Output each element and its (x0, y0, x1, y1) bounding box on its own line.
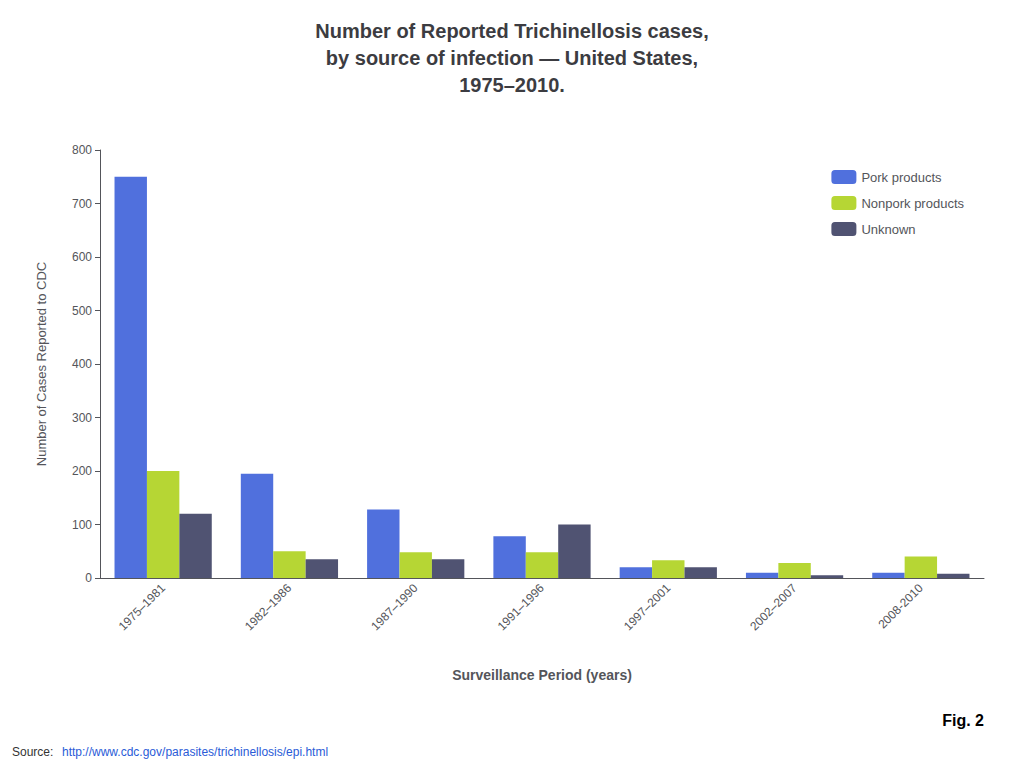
svg-text:600: 600 (72, 250, 92, 264)
svg-text:Fig. 2: Fig. 2 (942, 712, 984, 729)
svg-text:400: 400 (72, 357, 92, 371)
svg-text:2002–2007: 2002–2007 (747, 581, 800, 634)
svg-text:1982–1986: 1982–1986 (242, 581, 295, 634)
svg-text:Nonpork products: Nonpork products (861, 196, 964, 211)
svg-text:1997–2001: 1997–2001 (621, 581, 674, 634)
svg-text:1987–1990: 1987–1990 (368, 581, 421, 634)
svg-text:800: 800 (72, 143, 92, 157)
svg-text:100: 100 (72, 518, 92, 532)
svg-text:200: 200 (72, 464, 92, 478)
svg-text:http://www.cdc.gov/parasites/t: http://www.cdc.gov/parasites/trichinello… (62, 745, 328, 759)
svg-text:500: 500 (72, 304, 92, 318)
svg-text:by source of infection — Unite: by source of infection — United States, (326, 47, 698, 69)
svg-text:300: 300 (72, 411, 92, 425)
svg-text:Number of Cases Reported to CD: Number of Cases Reported to CDC (34, 262, 49, 466)
svg-text:Number of Reported Trichinello: Number of Reported Trichinellosis cases, (315, 20, 708, 42)
svg-text:Source:: Source: (12, 745, 53, 759)
svg-text:Surveillance Period (years): Surveillance Period (years) (452, 667, 632, 683)
svg-text:0: 0 (85, 571, 92, 585)
svg-text:1975–2010.: 1975–2010. (459, 74, 565, 96)
svg-text:2008-2010: 2008-2010 (875, 581, 926, 632)
svg-text:Pork products: Pork products (861, 170, 942, 185)
svg-text:1991–1996: 1991–1996 (495, 581, 548, 634)
svg-text:Unknown: Unknown (861, 222, 915, 237)
svg-text:1975–1981: 1975–1981 (116, 581, 169, 634)
svg-text:700: 700 (72, 197, 92, 211)
